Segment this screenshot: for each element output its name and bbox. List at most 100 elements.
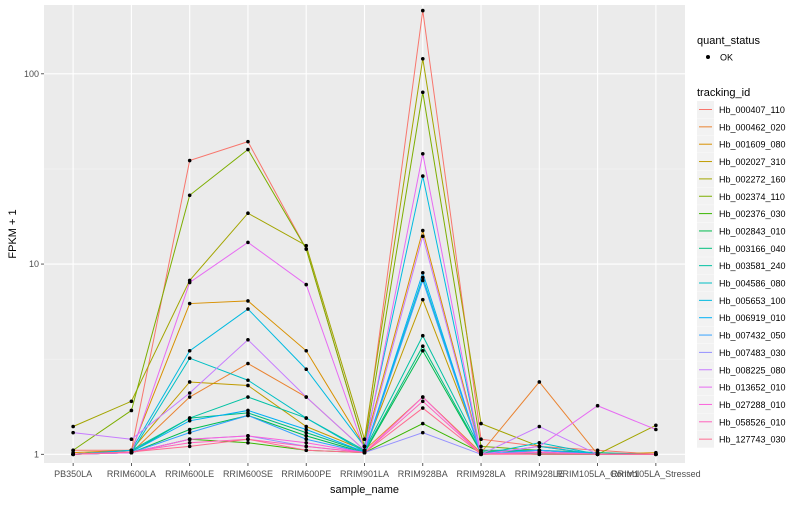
data-point: [420, 297, 425, 302]
legend-label: Hb_002027_310: [719, 157, 786, 167]
data-point: [654, 452, 658, 457]
data-point: [187, 280, 192, 285]
data-point: [187, 440, 192, 445]
data-point: [187, 427, 192, 432]
data-point: [479, 448, 483, 453]
legend-label: Hb_127743_030: [719, 435, 786, 445]
data-point: [71, 424, 75, 429]
y-tick-label: 10: [29, 259, 39, 269]
x-tick-label: RRIM105LA_Control: [556, 469, 639, 479]
data-point: [304, 416, 309, 420]
data-point: [246, 395, 250, 399]
legend-label: Hb_000462_020: [719, 122, 786, 132]
legend-label: Hb_003581_240: [719, 261, 786, 271]
data-point: [304, 437, 309, 442]
data-point: [420, 56, 425, 61]
data-point: [304, 430, 309, 435]
data-point: [187, 437, 192, 442]
data-point: [129, 408, 134, 413]
data-point: [595, 452, 600, 457]
data-point: [304, 395, 309, 399]
data-point: [71, 430, 75, 435]
data-point: [246, 408, 250, 413]
legend-label-ok: OK: [720, 53, 733, 63]
data-point: [595, 403, 600, 408]
legend-label: Hb_027288_010: [719, 400, 786, 410]
data-point: [129, 450, 134, 454]
data-point: [537, 444, 542, 449]
legend-quant-status: quant_status OK: [697, 35, 760, 63]
data-point: [420, 228, 425, 233]
data-point: [246, 299, 250, 303]
x-tick-label: RRIM901LA: [340, 469, 389, 479]
data-point: [304, 448, 309, 453]
legend-tracking-id: tracking_id Hb_000407_110 Hb_000462_020 Hb…: [697, 87, 786, 448]
data-point: [362, 444, 367, 449]
data-point: [362, 450, 367, 455]
legend-label: Hb_006919_010: [719, 313, 786, 323]
data-point: [420, 395, 425, 399]
data-point: [537, 440, 542, 445]
data-point: [246, 147, 250, 152]
data-point: [420, 90, 425, 95]
data-point: [654, 423, 658, 428]
legend-label: Hb_004586_080: [719, 279, 786, 289]
data-point: [129, 437, 134, 442]
data-point: [304, 367, 309, 372]
data-point: [129, 399, 134, 404]
data-point: [246, 411, 250, 415]
legend-label: Hb_008225_080: [719, 365, 786, 375]
data-point: [420, 344, 425, 349]
data-point: [420, 348, 425, 353]
data-point: [187, 391, 192, 395]
data-point: [246, 337, 250, 342]
data-point: [187, 158, 192, 163]
data-point: [246, 434, 250, 438]
data-point: [537, 452, 542, 457]
legend-label: Hb_002843_010: [719, 226, 786, 236]
data-point: [479, 444, 483, 449]
data-point: [654, 427, 658, 432]
x-tick-label: RRIM928BA: [398, 469, 448, 479]
data-point: [420, 270, 425, 275]
data-point: [187, 395, 192, 399]
data-point: [479, 452, 483, 457]
data-point: [187, 356, 192, 360]
data-point: [71, 452, 75, 457]
data-point: [246, 240, 250, 245]
data-point: [246, 361, 250, 366]
data-point: [304, 440, 309, 445]
data-point: [537, 380, 542, 384]
legend-label: Hb_002374_110: [719, 192, 785, 202]
y-axis-title: FPKM + 1: [7, 209, 19, 258]
data-point: [187, 193, 192, 198]
data-point: [246, 437, 250, 442]
legend-label: Hb_003166_040: [719, 244, 786, 254]
legend-label: Hb_007432_050: [719, 331, 786, 341]
data-point: [304, 427, 309, 432]
data-point: [537, 424, 542, 429]
data-point: [420, 406, 425, 410]
data-points: [71, 8, 658, 457]
legend-label: Hb_058526_010: [719, 417, 786, 427]
data-point: [246, 383, 250, 388]
x-tick-label: RRIM600LE: [165, 469, 214, 479]
data-point: [187, 380, 192, 384]
data-point: [420, 275, 425, 280]
data-point: [246, 211, 250, 216]
data-point: [420, 430, 425, 435]
x-tick-label: PB350LA: [54, 469, 92, 479]
data-point: [187, 418, 192, 423]
data-point: [71, 448, 75, 453]
data-point: [420, 333, 425, 338]
legend-label: Hb_001609_080: [719, 140, 786, 150]
data-point: [420, 234, 425, 239]
data-point: [304, 348, 309, 353]
data-point: [420, 399, 425, 404]
data-point: [246, 139, 250, 144]
x-tick-label: RRIM600SE: [223, 469, 273, 479]
data-point: [420, 278, 425, 283]
legend-title-quant-status: quant_status: [697, 35, 760, 47]
legend-label: Hb_013652_010: [719, 383, 786, 393]
